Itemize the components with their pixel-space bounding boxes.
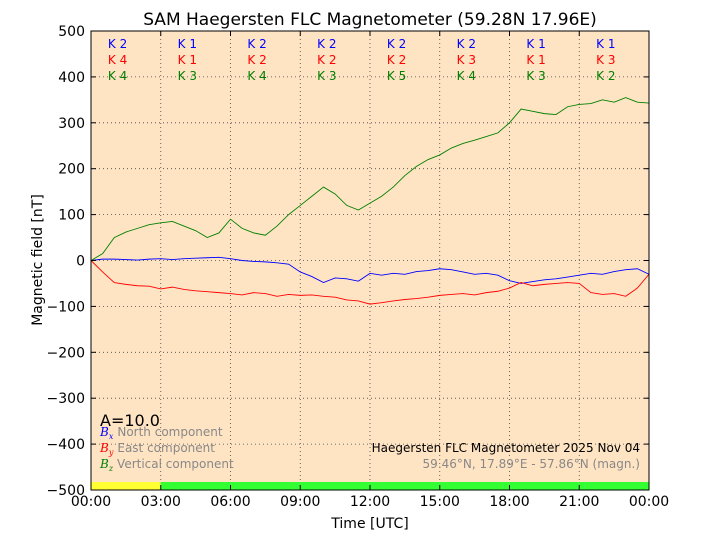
y-tick-label: 400 [58, 70, 85, 86]
k-index-label: K 3 [317, 69, 336, 83]
k-index-label: K 3 [457, 53, 476, 67]
legend-east-symbol: B [99, 441, 109, 455]
series-lines [90, 97, 650, 305]
x-tick-label: 06:00 [210, 494, 250, 510]
k-index-label: K 2 [387, 37, 406, 51]
k-index-label: K 2 [108, 37, 127, 51]
y-tick-label: 500 [58, 24, 85, 40]
legend-north-symbol: B [99, 425, 109, 439]
y-tick-label: −300 [47, 391, 85, 407]
k-index-labels: K 2 K 1 K 2 K 2 K 2 K 2 K 1 K 1 K 4 K 1 K 2 K 2 K 2 K… [108, 37, 616, 83]
x-tick-label: 00:00 [71, 494, 111, 510]
chart-title: SAM Haegersten FLC Magnetometer (59.28N … [143, 10, 597, 30]
legend-east-label: East component [117, 441, 215, 455]
legend-north-label: North component [117, 425, 223, 439]
k-index-label: K 4 [108, 53, 127, 67]
y-tick-label: 0 [76, 254, 85, 270]
k-index-label: K 1 [596, 37, 615, 51]
y-tick-label: 300 [58, 116, 85, 132]
station-info-line-2: 59.46°N, 17.89°E - 57.86°N (magn.) [423, 457, 640, 471]
x-tick-label: 18:00 [489, 494, 529, 510]
x-tick-label: 21:00 [559, 494, 599, 510]
series-line-y [90, 260, 650, 305]
k-index-label: K 3 [178, 69, 197, 83]
activity-segment [160, 482, 649, 490]
k-index-label: K 3 [526, 69, 545, 83]
legend-vertical-label: Vertical component [117, 457, 234, 471]
a-index-value: A=10.0 [100, 411, 160, 430]
legend: Bx North component By East component Bz Ver… [99, 425, 234, 473]
x-axis-label: Time [UTC] [330, 516, 408, 532]
k-index-label: K 1 [178, 53, 197, 67]
y-tick-label: 100 [58, 208, 85, 224]
axis-ticks: 00:00 03:00 06:00 09:00 12:00 15:00 18:00 21:00… [47, 24, 670, 510]
x-tick-label: 12:00 [350, 494, 390, 510]
k-index-label: K 2 [247, 53, 266, 67]
k-index-label: K 2 [457, 37, 476, 51]
activity-bar [91, 482, 649, 490]
x-tick-label: 09:00 [280, 494, 320, 510]
y-axis-label: Magnetic field [nT] [30, 194, 46, 326]
k-index-label: K 4 [457, 69, 476, 83]
legend-vertical-symbol: B [99, 457, 109, 471]
series-line-x [90, 256, 650, 284]
grid [91, 31, 649, 490]
legend-north-subscript: x [109, 432, 114, 441]
k-index-label: K 1 [526, 53, 545, 67]
k-index-label: K 5 [387, 69, 406, 83]
y-tick-label: −200 [47, 345, 85, 361]
legend-vertical-subscript: z [108, 464, 114, 473]
k-index-label: K 2 [317, 37, 336, 51]
y-tick-label: 200 [58, 162, 85, 178]
x-tick-label: 00:00 [629, 494, 669, 510]
k-index-label: K 3 [596, 53, 615, 67]
k-index-label: K 1 [526, 37, 545, 51]
x-tick-label: 15:00 [420, 494, 460, 510]
k-index-label: K 4 [247, 69, 266, 83]
k-index-label: K 2 [596, 69, 615, 83]
k-index-label: K 2 [247, 37, 266, 51]
legend-east: By East component [99, 441, 215, 457]
y-tick-label: −400 [47, 437, 85, 453]
y-tick-label: −100 [47, 299, 85, 315]
k-index-label: K 2 [317, 53, 336, 67]
station-info-line-1: Haegersten FLC Magnetometer 2025 Nov 04 [372, 441, 640, 455]
k-index-label: K 1 [178, 37, 197, 51]
k-index-label: K 4 [108, 69, 127, 83]
activity-segment [91, 482, 161, 490]
legend-east-subscript: y [108, 448, 114, 457]
x-tick-label: 03:00 [141, 494, 181, 510]
y-tick-label: −500 [47, 483, 85, 499]
legend-vertical: Bz Vertical component [99, 457, 234, 473]
series-line-z [90, 97, 650, 261]
k-index-label: K 2 [387, 53, 406, 67]
legend-north: Bx North component [99, 425, 223, 441]
